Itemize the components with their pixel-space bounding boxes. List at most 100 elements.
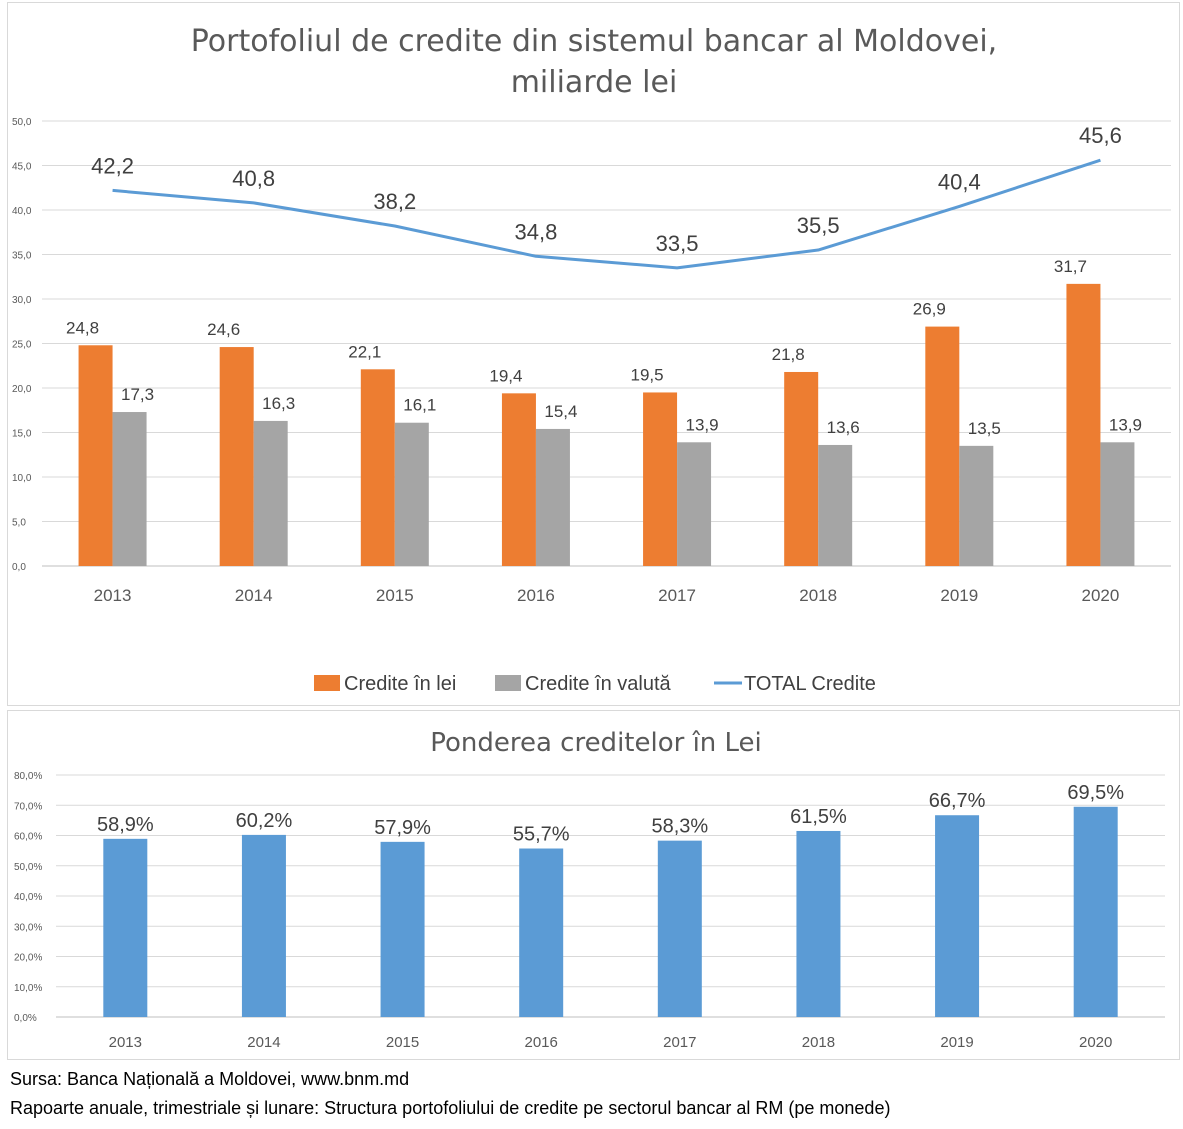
chart-title: Portofoliul de credite din sistemul banc… xyxy=(191,24,997,59)
x-tick-label: 2019 xyxy=(940,586,978,605)
bar-lei-share xyxy=(935,815,980,1017)
legend-swatch-credite-n-lei xyxy=(314,675,340,691)
legend-swatch-credite-n-valut xyxy=(495,675,521,691)
x-tick-label: 2018 xyxy=(802,1034,835,1051)
data-label-lei-share: 57,9% xyxy=(374,817,431,839)
y-tick-label: 0,0% xyxy=(14,1013,37,1024)
bar-lei-share xyxy=(241,834,286,1017)
y-tick-label: 70,0% xyxy=(14,801,42,812)
data-label-credite-n-valut: 15,4 xyxy=(544,402,577,421)
y-tick-label: 5,0 xyxy=(12,518,26,529)
bar-credite-n-lei xyxy=(784,371,819,566)
x-tick-label: 2020 xyxy=(1082,586,1120,605)
y-tick-label: 40,0% xyxy=(14,892,42,903)
data-label-credite-n-lei: 19,5 xyxy=(631,365,664,384)
bar-credite-n-valut xyxy=(677,442,712,566)
bar-lei-share xyxy=(657,840,702,1017)
bar-credite-n-valut xyxy=(253,420,288,566)
bar-lei-share xyxy=(380,841,425,1017)
data-label-credite-n-valut: 13,9 xyxy=(1109,415,1142,434)
bar-credite-n-lei xyxy=(1066,283,1101,566)
bar-lei-share xyxy=(796,830,841,1017)
credit-portfolio-chart-panel: Portofoliul de credite din sistemul banc… xyxy=(7,2,1180,706)
chart-subtitle: miliarde lei xyxy=(511,65,678,100)
data-label-total-credite: 42,2 xyxy=(91,153,134,178)
x-tick-label: 2019 xyxy=(940,1034,973,1051)
bar-credite-n-lei xyxy=(360,369,395,566)
source-line-2: Rapoarte anuale, trimestriale și lunare:… xyxy=(10,1098,891,1118)
bar-credite-n-lei xyxy=(219,347,254,566)
data-label-credite-n-valut: 13,5 xyxy=(968,419,1001,438)
lei-share-chart-panel: Ponderea creditelor în Lei 0,0% 10,0% 20,0%… xyxy=(7,710,1180,1060)
y-tick-label: 45,0 xyxy=(12,162,32,173)
data-label-credite-n-lei: 21,8 xyxy=(772,345,805,364)
data-label-total-credite: 40,4 xyxy=(938,169,981,194)
legend-label-total-credite: TOTAL Credite xyxy=(744,673,876,695)
bar-credite-n-valut xyxy=(818,444,853,566)
data-label-credite-n-valut: 16,3 xyxy=(262,394,295,413)
y-tick-label: 30,0 xyxy=(12,295,32,306)
bar-credite-n-valut xyxy=(959,445,994,566)
bar-lei-share xyxy=(1073,806,1118,1017)
data-label-lei-share: 58,9% xyxy=(97,814,154,836)
bar-lei-share xyxy=(519,848,564,1017)
x-tick-label: 2014 xyxy=(247,1034,280,1051)
x-tick-label: 2017 xyxy=(663,1034,696,1051)
y-tick-label: 20,0% xyxy=(14,953,42,964)
data-label-credite-n-lei: 24,8 xyxy=(66,318,99,337)
bar-credite-n-lei xyxy=(78,345,113,566)
x-tick-label: 2013 xyxy=(109,1034,142,1051)
data-label-total-credite: 40,8 xyxy=(232,166,275,191)
bar-credite-n-lei xyxy=(501,393,536,566)
data-label-total-credite: 34,8 xyxy=(515,219,558,244)
data-label-total-credite: 45,6 xyxy=(1079,123,1122,148)
data-label-lei-share: 61,5% xyxy=(790,806,847,828)
y-tick-label: 10,0 xyxy=(12,473,32,484)
bar-credite-n-lei xyxy=(643,392,678,566)
data-label-credite-n-valut: 17,3 xyxy=(121,385,154,404)
bar-credite-n-valut xyxy=(112,412,147,566)
data-label-credite-n-lei: 24,6 xyxy=(207,320,240,339)
y-tick-label: 30,0% xyxy=(14,922,42,933)
lei-share-chart: Ponderea creditelor în Lei 0,0% 10,0% 20,0%… xyxy=(14,728,1165,1051)
legend-label-credite-n-valut: Credite în valută xyxy=(525,673,672,695)
y-tick-label: 50,0 xyxy=(12,117,32,128)
y-tick-label: 10,0% xyxy=(14,983,42,994)
x-tick-label: 2018 xyxy=(799,586,837,605)
x-tick-label: 2017 xyxy=(658,586,696,605)
y-tick-label: 20,0 xyxy=(12,384,32,395)
bar-lei-share xyxy=(103,838,148,1017)
bar-credite-n-valut xyxy=(1100,442,1135,566)
data-label-credite-n-valut: 13,6 xyxy=(827,418,860,437)
x-tick-label: 2015 xyxy=(376,586,414,605)
y-tick-label: 35,0 xyxy=(12,251,32,262)
credit-portfolio-chart: Portofoliul de credite din sistemul banc… xyxy=(12,24,1171,695)
y-tick-label: 0,0 xyxy=(12,562,26,573)
data-label-lei-share: 60,2% xyxy=(236,810,293,832)
line-total-credite xyxy=(112,158,1101,270)
chart-title: Ponderea creditelor în Lei xyxy=(430,728,762,758)
data-label-lei-share: 69,5% xyxy=(1067,782,1124,804)
x-tick-label: 2013 xyxy=(94,586,132,605)
data-label-credite-n-lei: 19,4 xyxy=(489,366,522,385)
x-tick-label: 2016 xyxy=(525,1034,558,1051)
x-tick-label: 2016 xyxy=(517,586,555,605)
data-label-lei-share: 66,7% xyxy=(929,790,986,812)
data-label-lei-share: 55,7% xyxy=(513,824,570,846)
data-label-total-credite: 33,5 xyxy=(656,231,699,256)
legend-label-credite-n-lei: Credite în lei xyxy=(344,673,456,695)
x-tick-label: 2015 xyxy=(386,1034,419,1051)
y-tick-label: 15,0 xyxy=(12,429,32,440)
y-tick-label: 50,0% xyxy=(14,862,42,873)
data-label-credite-n-lei: 26,9 xyxy=(913,300,946,319)
data-label-credite-n-valut: 13,9 xyxy=(686,415,719,434)
data-label-credite-n-lei: 31,7 xyxy=(1054,257,1087,276)
data-label-total-credite: 35,5 xyxy=(797,213,840,238)
data-label-credite-n-valut: 16,1 xyxy=(403,396,436,415)
bar-credite-n-valut xyxy=(535,428,570,566)
bar-credite-n-valut xyxy=(394,422,429,566)
bar-credite-n-lei xyxy=(925,326,960,566)
source-line-1: Sursa: Banca Națională a Moldovei, www.b… xyxy=(10,1069,410,1089)
data-label-lei-share: 58,3% xyxy=(651,816,708,838)
x-tick-label: 2014 xyxy=(235,586,273,605)
